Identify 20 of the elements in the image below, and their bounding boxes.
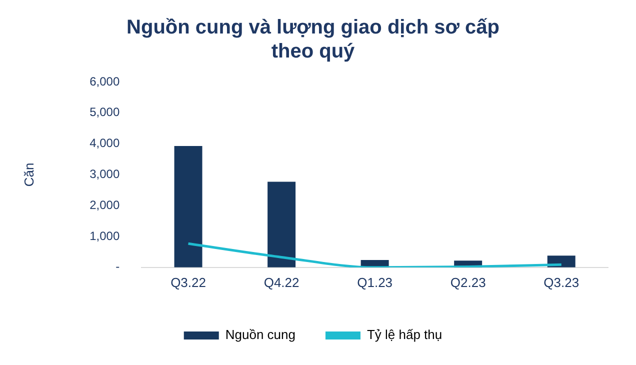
- y-tick-label: -: [116, 260, 120, 274]
- x-tick-label: Q3.22: [170, 274, 206, 290]
- x-tick-label: Q2.23: [450, 274, 486, 290]
- y-tick-label: 4,000: [90, 136, 120, 150]
- text: theo quý: [271, 40, 355, 63]
- legend-label: Tỷ lệ hấp thụ: [366, 327, 442, 342]
- text: Nguồn cung và lượng giao dịch sơ cấp: [126, 16, 500, 39]
- y-axis-title: Căn: [21, 162, 36, 187]
- bar: [268, 182, 296, 268]
- legend-label: Nguồn cung: [225, 327, 296, 342]
- x-tick-label: Q1.23: [357, 274, 393, 290]
- y-tick-label: 3,000: [90, 167, 120, 182]
- x-tick-label: Q4.22: [264, 274, 300, 290]
- bar: [174, 146, 202, 268]
- x-tick-label: Q3.23: [544, 274, 580, 290]
- y-tick-label: 1,000: [90, 228, 120, 243]
- line-series: [187, 242, 563, 268]
- y-tick-label: 2,000: [90, 198, 120, 212]
- y-tick-label: 5,000: [90, 105, 120, 120]
- y-tick-label: 6,000: [90, 74, 120, 88]
